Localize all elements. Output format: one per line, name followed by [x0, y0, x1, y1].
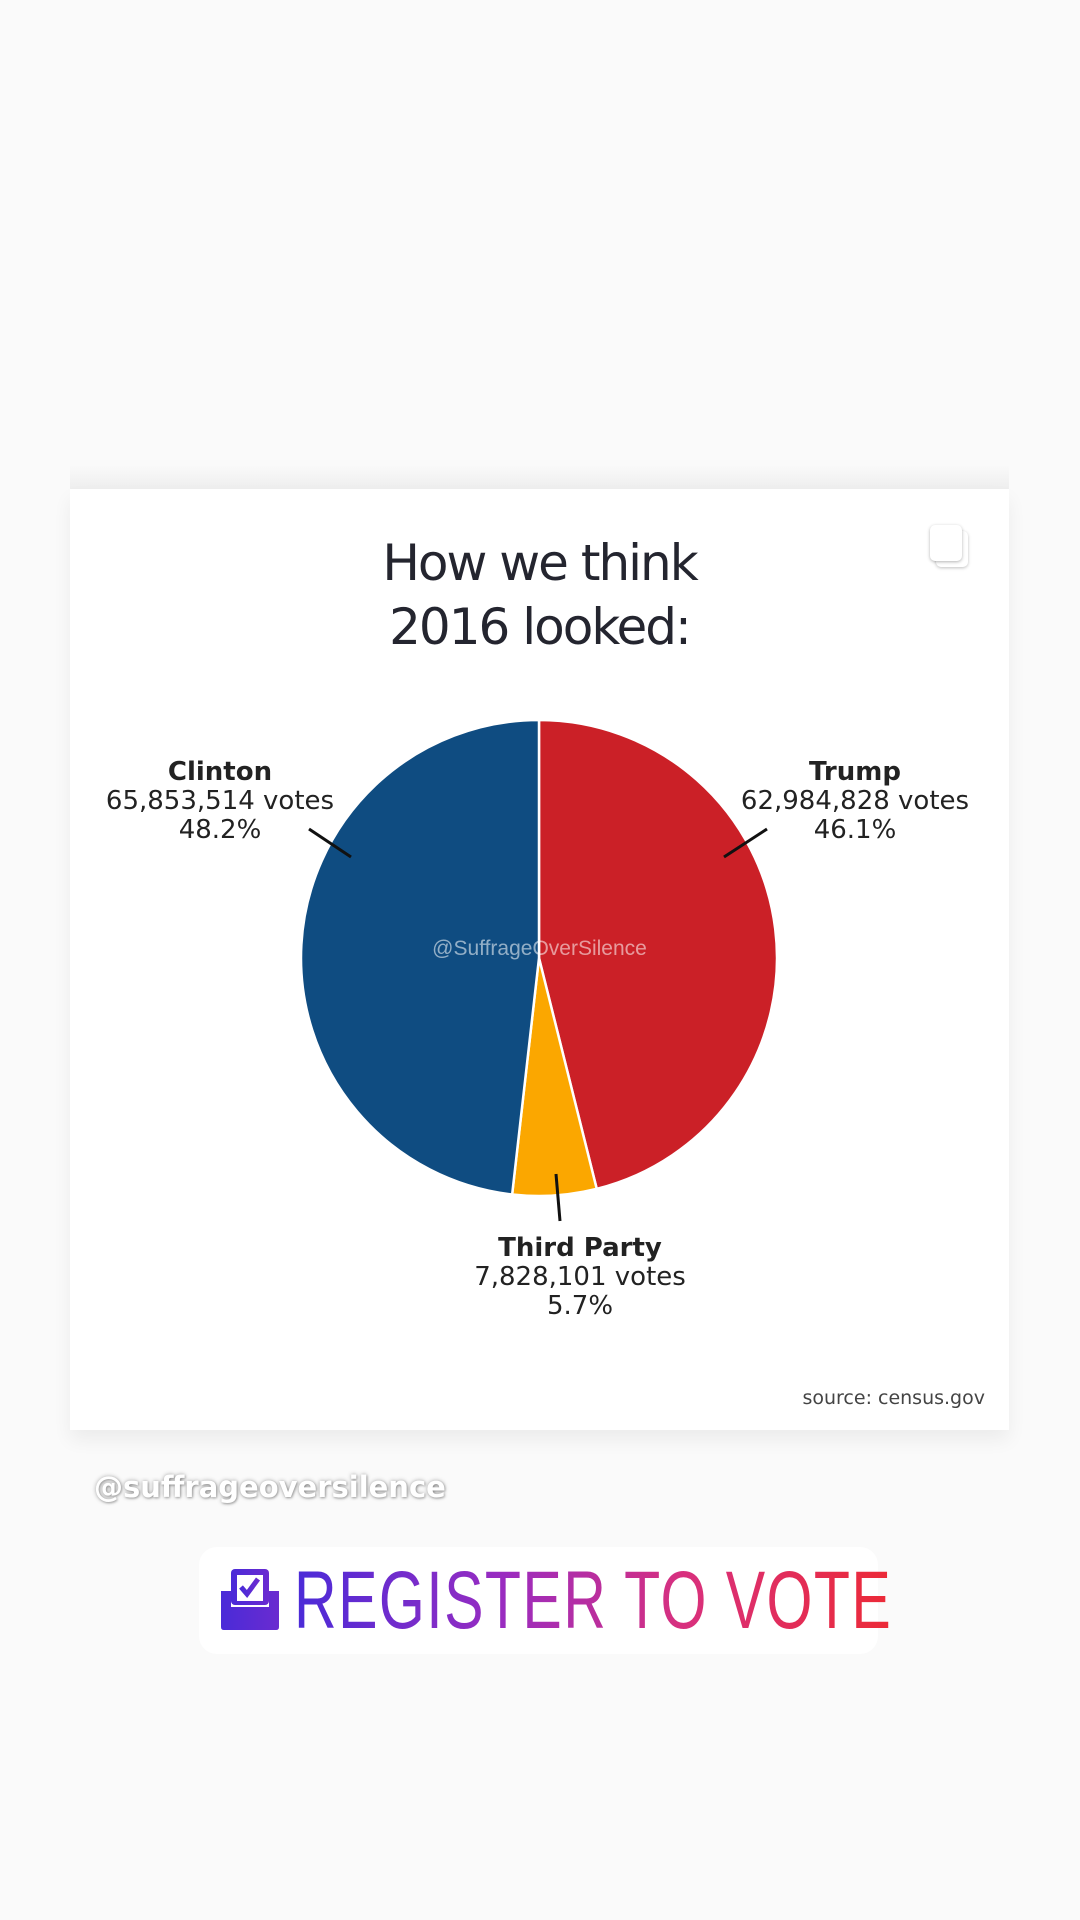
slice-label-percent: 48.2%	[178, 815, 262, 845]
title-line-2: 2016 looked:	[389, 598, 692, 656]
pie-chart	[299, 718, 779, 1222]
pie-slice-trump	[537, 718, 779, 1191]
mention-handle[interactable]: @suffrageoversilence	[94, 1470, 446, 1504]
slice-label-percent: 46.1%	[813, 815, 897, 845]
watermark: @SuffrageOverSilence	[432, 937, 647, 960]
register-to-vote-sticker[interactable]: REGISTER TO VOTE	[199, 1547, 891, 1654]
ballot-check-icon	[221, 1569, 279, 1630]
slice-label-percent: 5.7%	[546, 1291, 614, 1321]
leader-line-third-party	[554, 1173, 562, 1222]
source-note: source: census.gov	[802, 1387, 985, 1409]
slice-label-votes: 62,984,828 votes	[740, 786, 970, 816]
sticker-label: REGISTER TO VOTE	[294, 1555, 893, 1646]
post-card: How we think 2016 looked: @SuffrageOverS…	[70, 489, 1009, 1430]
label-clinton: Clinton 65,853,514 votes 48.2%	[90, 758, 350, 845]
slice-label-name: Third Party	[498, 1233, 662, 1263]
story-top-band	[70, 465, 1009, 489]
chart-title: How we think 2016 looked:	[70, 531, 1009, 659]
leader-line-trump	[723, 827, 768, 859]
slice-label-votes: 65,853,514 votes	[105, 786, 335, 816]
multiple-images-icon	[930, 525, 968, 567]
label-trump: Trump 62,984,828 votes 46.1%	[725, 758, 985, 845]
slice-label-votes: 7,828,101 votes	[474, 1262, 686, 1292]
label-third-party: Third Party 7,828,101 votes 5.7%	[450, 1234, 710, 1321]
slice-label-name: Clinton	[167, 757, 273, 787]
title-line-1: How we think	[382, 534, 698, 592]
slice-label-name: Trump	[809, 757, 901, 787]
pie-slice-clinton	[299, 718, 541, 1196]
leader-line-clinton	[308, 827, 352, 859]
